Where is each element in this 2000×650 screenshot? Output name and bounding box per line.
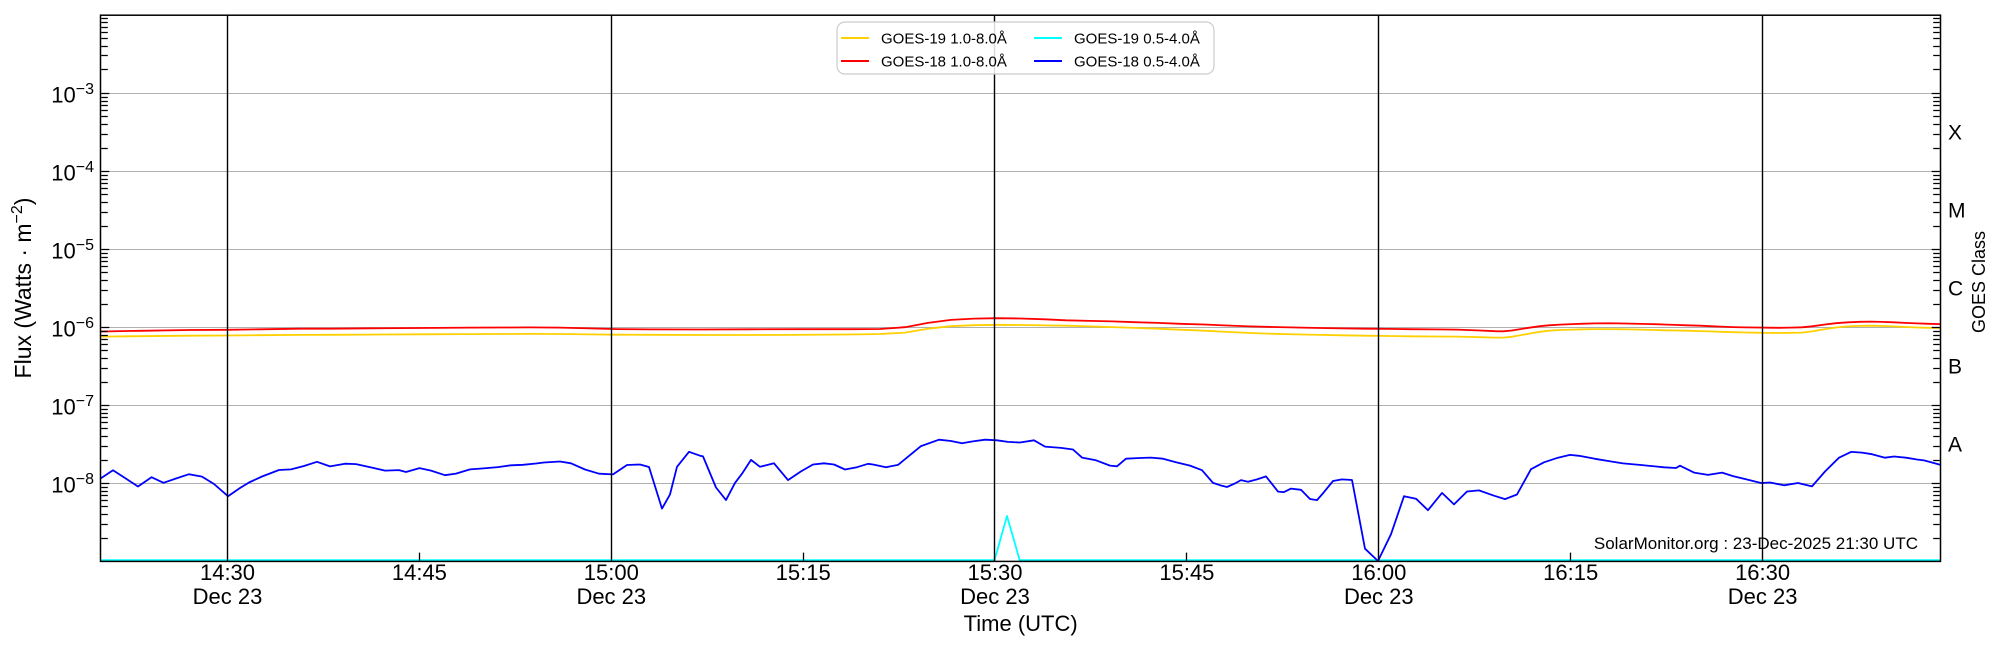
svg-text:GOES Class: GOES Class (1969, 231, 1989, 333)
svg-text:15:00: 15:00 (584, 560, 639, 585)
svg-text:A: A (1948, 434, 1962, 457)
svg-text:14:45: 14:45 (392, 560, 447, 585)
svg-text:SolarMonitor.org : 23-Dec-2025: SolarMonitor.org : 23-Dec-2025 21:30 UTC (1594, 534, 1918, 553)
svg-text:B: B (1948, 356, 1962, 379)
svg-text:14:30: 14:30 (200, 560, 255, 585)
svg-text:15:30: 15:30 (967, 560, 1022, 585)
svg-text:GOES-19 0.5-4.0Å: GOES-19 0.5-4.0Å (1074, 31, 1200, 48)
svg-text:Dec 23: Dec 23 (1728, 584, 1798, 609)
svg-text:GOES-19 1.0-8.0Å: GOES-19 1.0-8.0Å (881, 31, 1007, 48)
svg-text:GOES-18 1.0-8.0Å: GOES-18 1.0-8.0Å (881, 54, 1007, 71)
svg-text:Time (UTC): Time (UTC) (964, 611, 1078, 636)
svg-text:C: C (1948, 278, 1963, 301)
svg-text:Dec 23: Dec 23 (960, 584, 1030, 609)
svg-text:Dec 23: Dec 23 (1344, 584, 1414, 609)
svg-text:GOES-18 0.5-4.0Å: GOES-18 0.5-4.0Å (1074, 54, 1200, 71)
svg-text:Dec 23: Dec 23 (576, 584, 646, 609)
svg-text:M: M (1948, 200, 1966, 223)
svg-text:16:00: 16:00 (1351, 560, 1406, 585)
svg-text:Dec 23: Dec 23 (193, 584, 263, 609)
svg-text:15:45: 15:45 (1159, 560, 1214, 585)
svg-text:16:15: 16:15 (1543, 560, 1598, 585)
svg-text:16:30: 16:30 (1735, 560, 1790, 585)
svg-text:Flux (Watts · m−2): Flux (Watts · m−2) (9, 198, 36, 379)
svg-text:10−8: 10−8 (51, 471, 94, 498)
svg-text:15:15: 15:15 (776, 560, 831, 585)
svg-text:X: X (1948, 122, 1962, 145)
